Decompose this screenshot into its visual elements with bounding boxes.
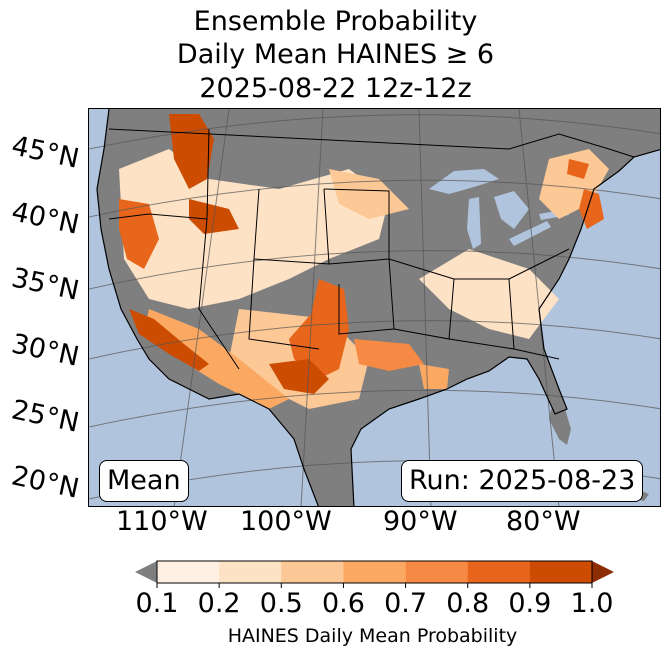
title-line-3: 2025-08-22 12z-12z <box>199 73 472 104</box>
map-canvas <box>89 109 660 506</box>
lake-huron <box>494 191 529 229</box>
colorbar-tick-label: 0.5 <box>259 588 303 619</box>
colorbar-outline <box>156 560 593 584</box>
colorbar-tick-label: 0.6 <box>321 588 365 619</box>
colorbar-segment <box>529 561 593 583</box>
probability-layer <box>119 114 609 409</box>
lake-michigan <box>467 197 481 249</box>
state-borders <box>108 128 635 370</box>
run-date-box: Run: 2025-08-23 <box>401 460 644 502</box>
florida <box>549 409 571 445</box>
lon-label-110: 110°W <box>116 506 208 537</box>
lon-label-80: 80°W <box>506 506 581 537</box>
colorbar-segment <box>157 561 220 583</box>
coastline <box>96 109 660 506</box>
colorbar-segment <box>281 561 344 583</box>
colorbar-segment <box>405 561 469 583</box>
lon-label-100: 100°W <box>240 506 332 537</box>
colorbar-segment <box>467 561 531 583</box>
colorbar-tick-label: 0.1 <box>135 588 179 619</box>
colorbar-tick-label: 1.0 <box>570 588 614 619</box>
probability-map: Mean Run: 2025-08-23 <box>88 108 661 507</box>
lake-erie <box>509 221 551 246</box>
colorbar-tick-label: 0.7 <box>384 588 428 619</box>
colorbar-over-arrow <box>592 561 614 583</box>
colorbar-tick-label: 0.9 <box>508 588 552 619</box>
colorbar-segment <box>219 561 282 583</box>
stat-box: Mean <box>99 460 189 502</box>
colorbar-label: HAINES Daily Mean Probability <box>227 625 518 647</box>
title-line-2: Daily Mean HAINES ≥ 6 <box>176 39 495 70</box>
lake-superior <box>429 169 499 194</box>
colorbar-tick-label: 0.2 <box>197 588 241 619</box>
colorbar-segment <box>343 561 407 583</box>
colorbar-tick-label: 0.8 <box>446 588 490 619</box>
title-line-1: Ensemble Probability <box>193 6 478 37</box>
lon-label-90: 90°W <box>383 506 458 537</box>
colorbar-under-arrow <box>135 561 157 583</box>
